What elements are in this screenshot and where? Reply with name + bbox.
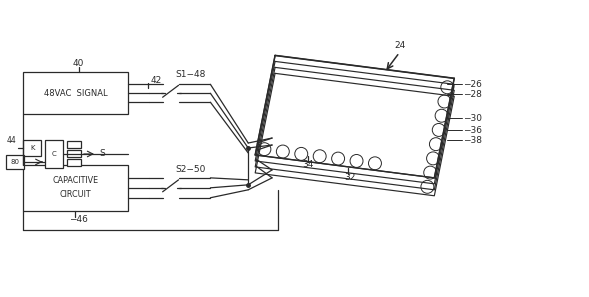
Text: 42: 42 <box>151 76 162 85</box>
Text: −36: −36 <box>463 126 482 135</box>
Text: 44: 44 <box>6 135 16 145</box>
Text: C: C <box>52 151 57 157</box>
Text: S1−48: S1−48 <box>176 70 206 79</box>
Bar <box>67 141 81 148</box>
Text: CAPACITIVE: CAPACITIVE <box>52 176 98 185</box>
Bar <box>67 150 81 157</box>
Text: −26: −26 <box>463 80 482 89</box>
Bar <box>6 155 24 169</box>
Text: 40: 40 <box>73 59 84 68</box>
Text: −38: −38 <box>463 135 482 145</box>
Text: −46: −46 <box>69 215 88 224</box>
Bar <box>45 140 63 168</box>
Text: −28: −28 <box>463 90 482 99</box>
Bar <box>24 72 128 114</box>
Text: 34: 34 <box>302 160 313 169</box>
Text: 32: 32 <box>345 173 356 182</box>
Text: −30: −30 <box>463 114 482 123</box>
Bar <box>67 159 81 166</box>
Text: 24: 24 <box>395 41 406 50</box>
Bar <box>24 140 41 156</box>
Text: S2−50: S2−50 <box>176 165 206 174</box>
Text: CIRCUIT: CIRCUIT <box>59 190 91 199</box>
Text: 80: 80 <box>11 159 20 165</box>
Text: S: S <box>99 149 105 159</box>
Text: 48VAC  SIGNAL: 48VAC SIGNAL <box>44 89 107 98</box>
Bar <box>24 165 128 211</box>
Text: K: K <box>30 145 35 151</box>
